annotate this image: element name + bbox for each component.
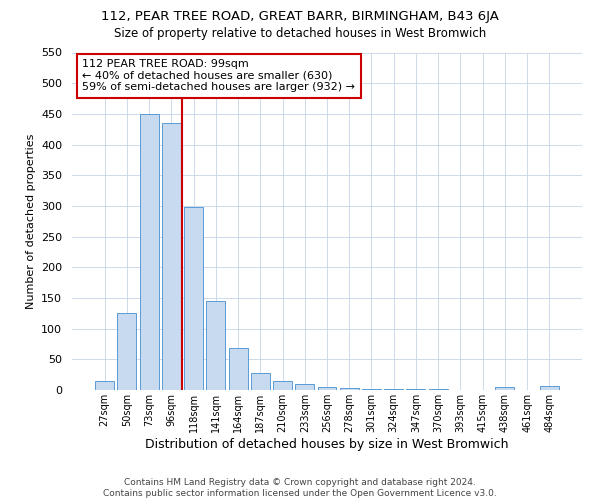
Text: Contains HM Land Registry data © Crown copyright and database right 2024.
Contai: Contains HM Land Registry data © Crown c… — [103, 478, 497, 498]
Bar — [340, 388, 359, 390]
Bar — [140, 114, 158, 390]
Bar — [229, 348, 248, 390]
Bar — [184, 207, 203, 390]
Text: 112, PEAR TREE ROAD, GREAT BARR, BIRMINGHAM, B43 6JA: 112, PEAR TREE ROAD, GREAT BARR, BIRMING… — [101, 10, 499, 23]
Bar — [317, 387, 337, 390]
Bar — [162, 123, 181, 390]
Bar — [251, 373, 270, 390]
Bar — [273, 381, 292, 390]
Text: Size of property relative to detached houses in West Bromwich: Size of property relative to detached ho… — [114, 28, 486, 40]
Y-axis label: Number of detached properties: Number of detached properties — [26, 134, 35, 309]
Bar — [118, 314, 136, 390]
Bar — [496, 387, 514, 390]
X-axis label: Distribution of detached houses by size in West Bromwich: Distribution of detached houses by size … — [145, 438, 509, 450]
Bar — [206, 301, 225, 390]
Text: 112 PEAR TREE ROAD: 99sqm
← 40% of detached houses are smaller (630)
59% of semi: 112 PEAR TREE ROAD: 99sqm ← 40% of detac… — [82, 59, 355, 92]
Bar — [295, 384, 314, 390]
Bar — [540, 386, 559, 390]
Bar — [95, 381, 114, 390]
